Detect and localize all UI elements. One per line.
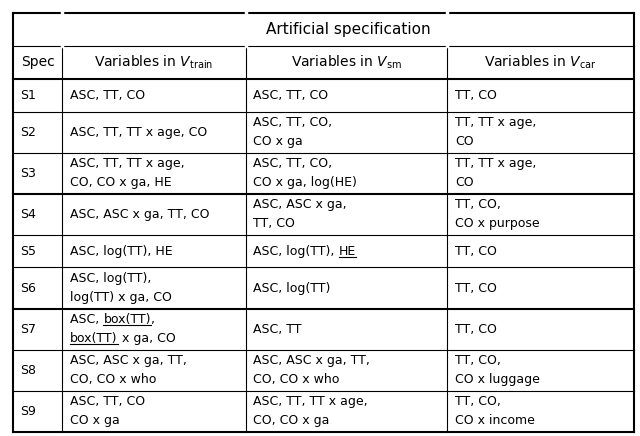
Text: ASC, TT, CO,: ASC, TT, CO, (253, 157, 332, 170)
Text: TT, TT x age,: TT, TT x age, (455, 116, 536, 129)
Text: Variables in $V_\mathrm{car}$: Variables in $V_\mathrm{car}$ (484, 54, 597, 71)
Text: ASC, log(TT),: ASC, log(TT), (253, 245, 339, 258)
Text: ASC, TT, TT x age,: ASC, TT, TT x age, (253, 395, 368, 408)
Text: CO: CO (455, 176, 474, 189)
Text: S5: S5 (20, 245, 36, 258)
Text: CO x luggage: CO x luggage (455, 373, 540, 386)
Text: S8: S8 (20, 364, 36, 377)
Text: S3: S3 (20, 167, 36, 180)
Text: ASC, ASC x ga, TT,: ASC, ASC x ga, TT, (253, 354, 370, 367)
Text: CO, CO x who: CO, CO x who (70, 373, 157, 386)
Text: ,: , (151, 313, 155, 326)
Text: CO x ga: CO x ga (70, 414, 120, 427)
Text: CO, CO x ga, HE: CO, CO x ga, HE (70, 176, 172, 189)
Text: Variables in $V_\mathrm{train}$: Variables in $V_\mathrm{train}$ (94, 54, 214, 71)
Text: ASC, TT, CO,: ASC, TT, CO, (253, 116, 332, 129)
Text: CO x income: CO x income (455, 414, 535, 427)
Text: ASC, TT, CO: ASC, TT, CO (70, 395, 145, 408)
Text: S2: S2 (20, 126, 36, 139)
Text: CO, CO x who: CO, CO x who (253, 373, 340, 386)
Text: log(TT) x ga, CO: log(TT) x ga, CO (70, 291, 172, 304)
Text: CO x ga, log(HE): CO x ga, log(HE) (253, 176, 357, 189)
Text: S9: S9 (20, 405, 36, 418)
Text: S6: S6 (20, 282, 36, 294)
Text: ASC, ASC x ga, TT,: ASC, ASC x ga, TT, (70, 354, 187, 367)
Text: TT, CO: TT, CO (253, 217, 295, 230)
Text: x ga, CO: x ga, CO (118, 332, 175, 345)
Text: Variables in $V_\mathrm{sm}$: Variables in $V_\mathrm{sm}$ (291, 54, 402, 71)
Text: S1: S1 (20, 89, 36, 102)
Text: CO: CO (455, 135, 474, 148)
Text: TT, CO,: TT, CO, (455, 354, 501, 367)
Text: TT, CO,: TT, CO, (455, 198, 501, 211)
Text: box(TT): box(TT) (70, 332, 118, 345)
Text: ASC, ASC x ga,: ASC, ASC x ga, (253, 198, 347, 211)
Text: box(TT): box(TT) (104, 313, 151, 326)
Text: Spec: Spec (20, 55, 54, 69)
Text: CO x ga: CO x ga (253, 135, 303, 148)
Text: TT, CO: TT, CO (455, 89, 497, 102)
Text: TT, CO,: TT, CO, (455, 395, 501, 408)
Text: TT, TT x age,: TT, TT x age, (455, 157, 536, 170)
Text: ASC, TT, CO: ASC, TT, CO (253, 89, 328, 102)
Text: TT, CO: TT, CO (455, 323, 497, 336)
Text: ASC,: ASC, (70, 313, 104, 326)
Text: CO x purpose: CO x purpose (455, 217, 540, 230)
Text: TT, CO: TT, CO (455, 282, 497, 294)
Text: Artificial specification: Artificial specification (266, 22, 430, 37)
Text: ASC, TT, TT x age, CO: ASC, TT, TT x age, CO (70, 126, 207, 139)
Text: ASC, log(TT): ASC, log(TT) (253, 282, 331, 294)
Text: S4: S4 (20, 208, 36, 221)
Text: ASC, log(TT),: ASC, log(TT), (70, 272, 152, 285)
Text: TT, CO: TT, CO (455, 245, 497, 258)
Text: ASC, TT, TT x age,: ASC, TT, TT x age, (70, 157, 185, 170)
Text: HE: HE (339, 245, 356, 258)
Text: ASC, ASC x ga, TT, CO: ASC, ASC x ga, TT, CO (70, 208, 210, 221)
Text: CO, CO x ga: CO, CO x ga (253, 414, 330, 427)
Text: ASC, TT: ASC, TT (253, 323, 302, 336)
Text: S7: S7 (20, 323, 36, 336)
Text: ASC, TT, CO: ASC, TT, CO (70, 89, 145, 102)
Text: ASC, log(TT), HE: ASC, log(TT), HE (70, 245, 173, 258)
